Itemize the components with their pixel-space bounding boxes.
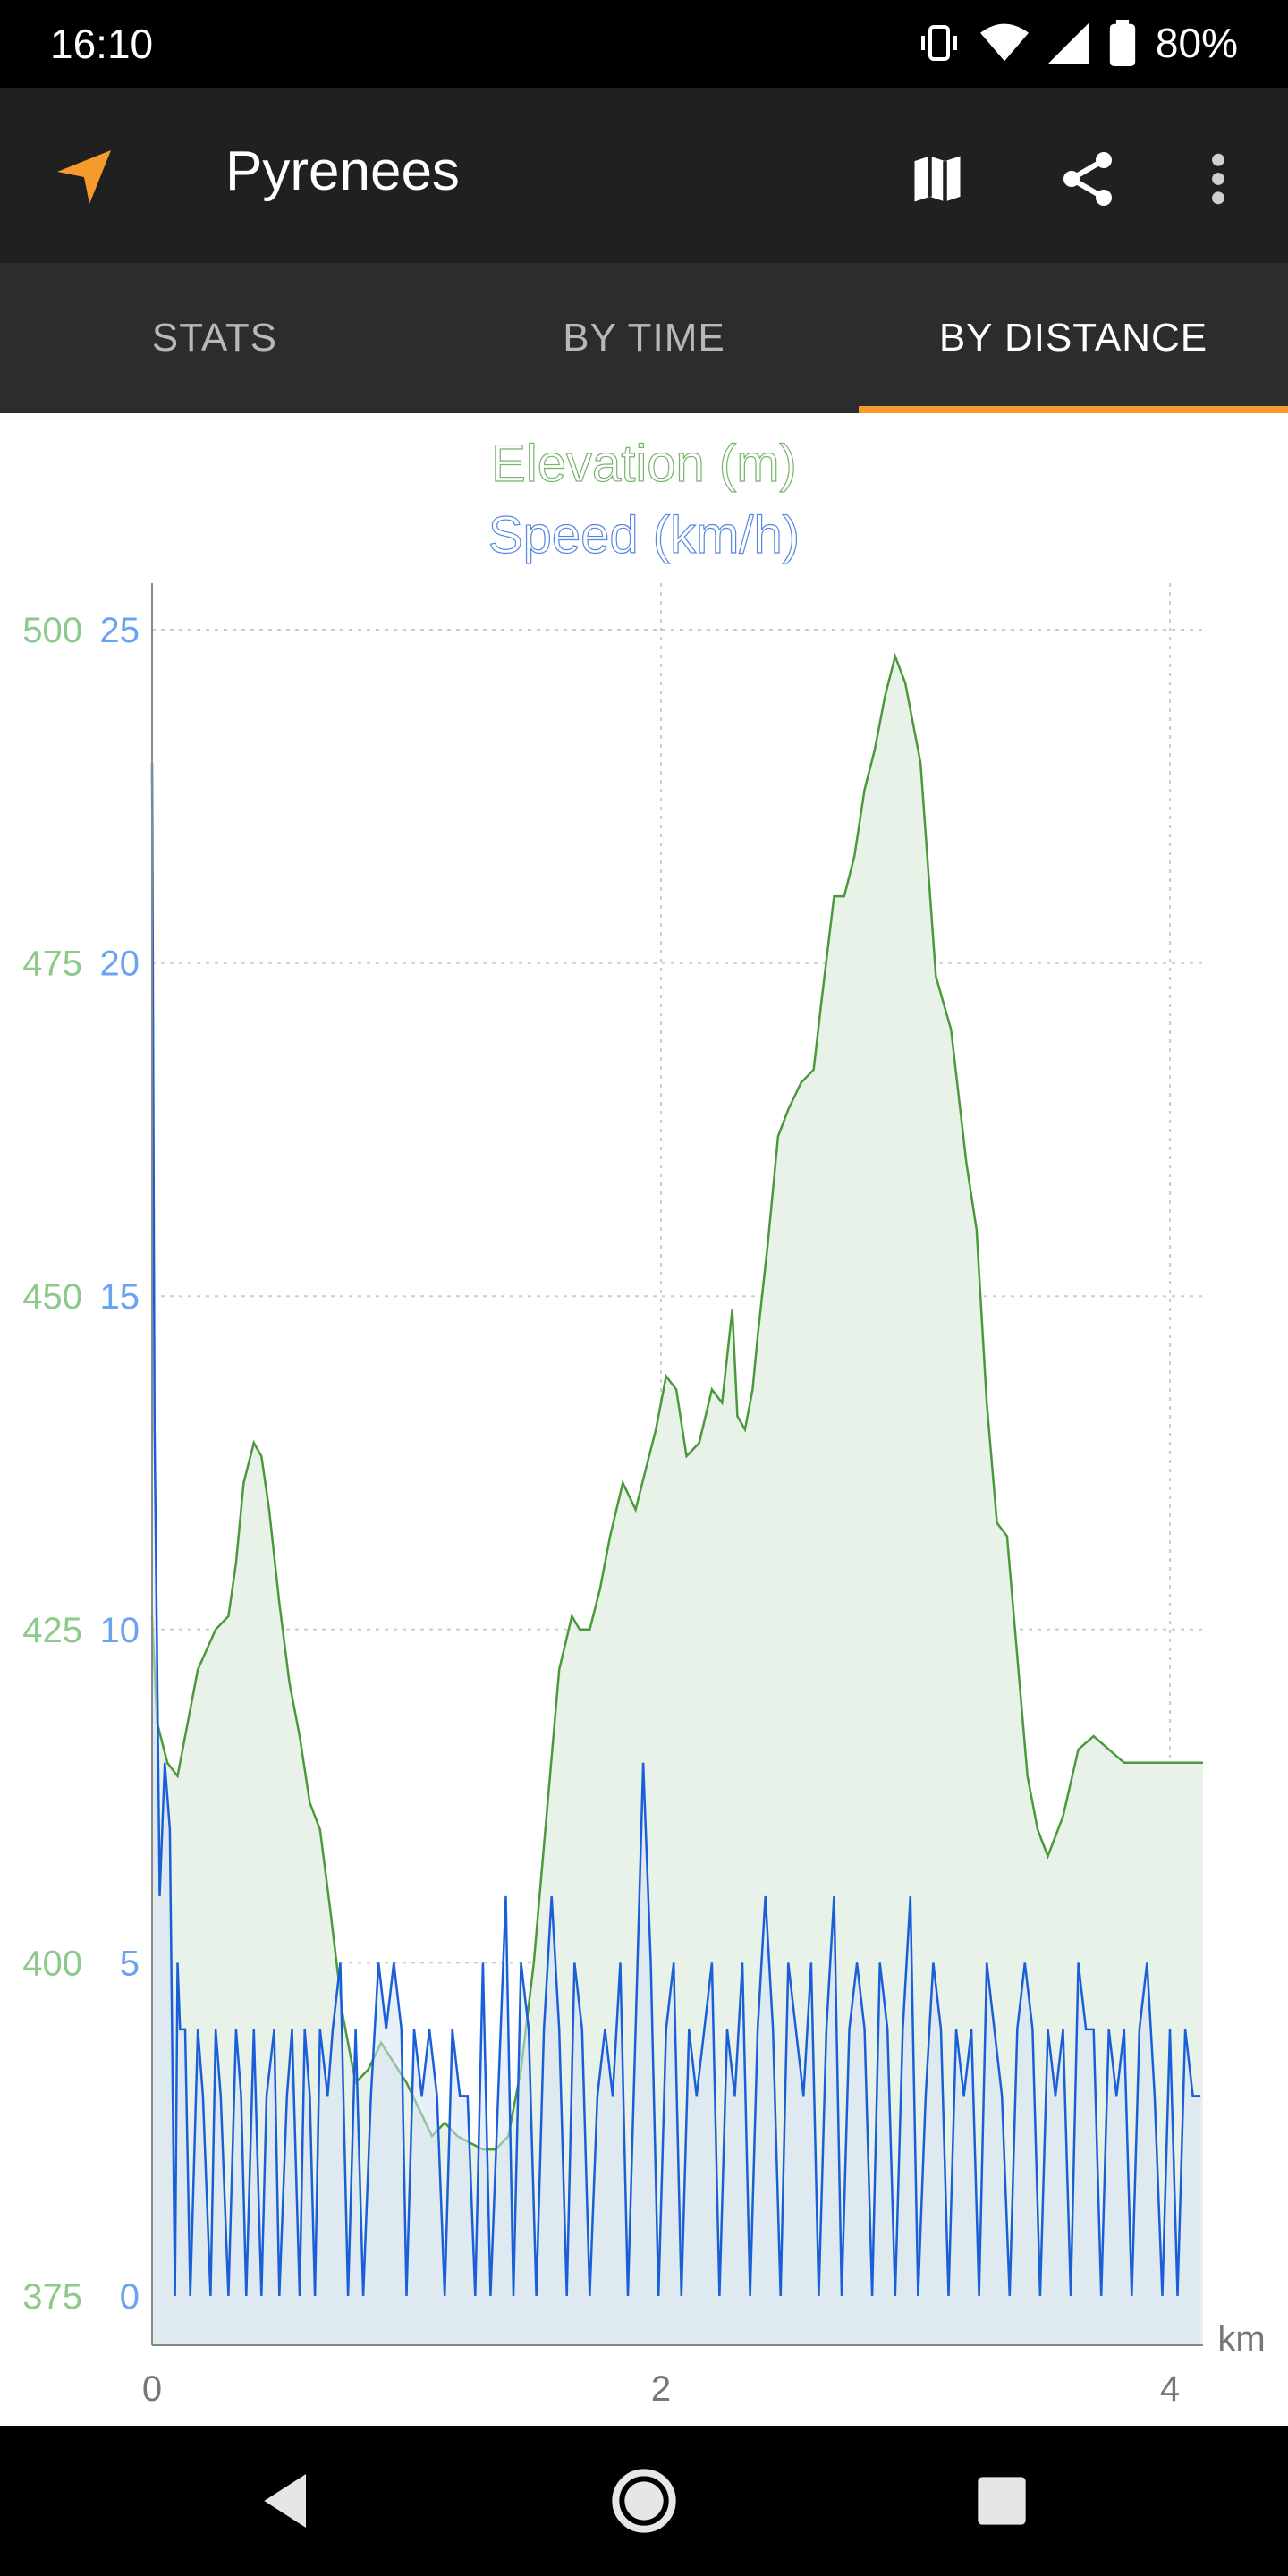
y-tick-label-speed: 25 — [100, 611, 140, 650]
y-tick-label-speed: 5 — [120, 1944, 140, 1983]
chart-title: Elevation (m) — [491, 435, 797, 493]
tab-by-distance[interactable]: BY DISTANCE — [938, 316, 1208, 360]
status-time: 16:10 — [50, 21, 154, 67]
tab-stats[interactable]: STATS — [151, 316, 278, 360]
y-tick-label-elevation: 475 — [22, 945, 82, 984]
battery-percent: 80% — [1155, 20, 1238, 66]
overflow-menu-button[interactable] — [1182, 143, 1254, 215]
x-axis-unit-label: km — [1217, 2319, 1265, 2359]
overflow-menu-icon — [1212, 153, 1224, 205]
status-bar: 16:10 80% — [0, 0, 1288, 88]
y-tick-label-elevation: 400 — [22, 1944, 82, 1983]
app-bar: Pyrenees — [0, 88, 1288, 263]
battery-icon — [1109, 20, 1136, 66]
signal-icon — [1047, 22, 1089, 64]
x-tick-label: 0 — [142, 2369, 162, 2409]
vibrate-icon — [920, 25, 957, 61]
tab-by-time[interactable]: BY TIME — [563, 316, 725, 360]
speed-line — [150, 762, 1201, 2297]
chart-series-layer — [150, 652, 1203, 2345]
navigation-arrow-icon[interactable] — [52, 141, 116, 213]
y-tick-label-speed: 20 — [100, 945, 140, 984]
home-icon[interactable] — [608, 2465, 680, 2537]
back-icon[interactable] — [252, 2465, 324, 2537]
y-tick-label-speed: 10 — [100, 1611, 140, 1650]
y-tick-label-elevation: 375 — [22, 2277, 82, 2317]
x-tick-label: 4 — [1160, 2369, 1180, 2409]
recents-icon[interactable] — [966, 2465, 1038, 2537]
elevation-area — [152, 656, 1203, 2345]
elevation-line — [150, 652, 1203, 2151]
page-title: Pyrenees — [225, 140, 460, 202]
x-tick-label: 2 — [651, 2369, 671, 2409]
chart-subtitle: Speed (km/h) — [488, 506, 800, 564]
y-tick-label-speed: 15 — [100, 1277, 140, 1317]
system-nav-bar — [0, 2426, 1288, 2576]
y-tick-label-elevation: 425 — [22, 1611, 82, 1650]
share-icon — [1063, 152, 1112, 206]
y-tick-label-elevation: 500 — [22, 611, 82, 650]
tab-bar: STATS BY TIME BY DISTANCE — [0, 263, 1288, 413]
chart-axes: 500 25 475 20 450 15 425 10 400 5 375 0 0 2 4 — [22, 583, 1203, 2409]
y-tick-label-elevation: 450 — [22, 1277, 82, 1317]
tab-indicator — [859, 406, 1288, 413]
status-icons: 80% — [918, 16, 1238, 70]
map-icon — [914, 156, 961, 202]
speed-area — [152, 763, 1201, 2345]
chart-area[interactable]: Elevation (m) Speed (km/h) 500 25 475 20 450… — [0, 413, 1288, 2426]
map-button[interactable] — [902, 143, 973, 215]
wifi-icon — [979, 23, 1029, 62]
y-tick-label-speed: 0 — [120, 2277, 140, 2317]
share-button[interactable] — [1052, 143, 1123, 215]
